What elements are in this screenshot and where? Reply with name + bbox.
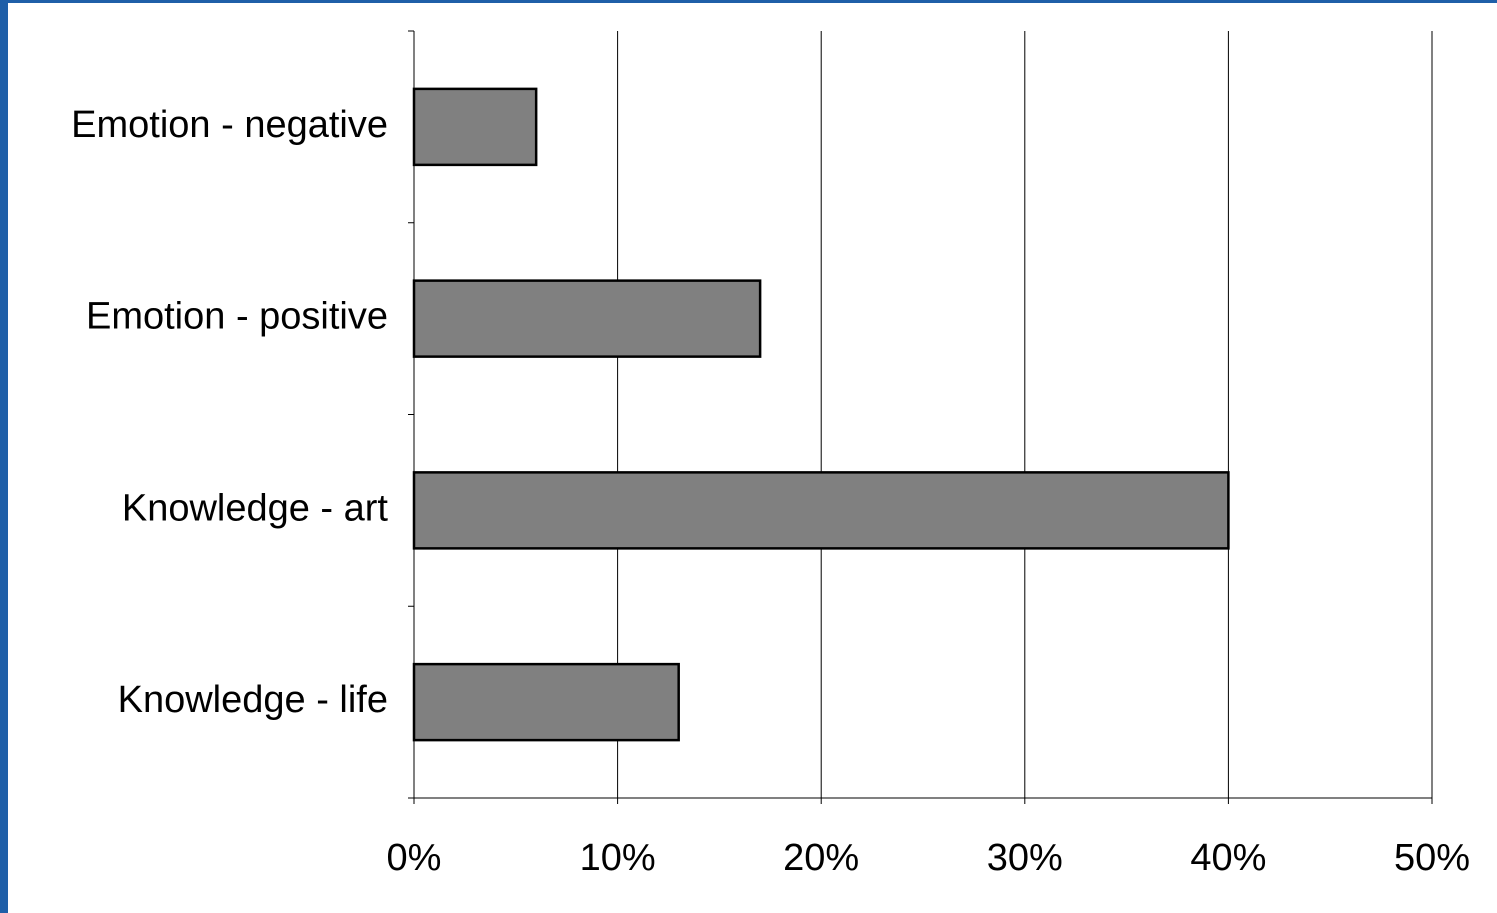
bars [412, 87, 1230, 742]
x-tick-labels: 0% 10% 20% 30% 40% 50% [387, 837, 1470, 879]
category-label: Emotion - negative [71, 104, 388, 146]
x-tick-label: 20% [783, 837, 859, 879]
category-label: Emotion - positive [86, 296, 388, 338]
bar [412, 471, 1230, 550]
bar [412, 662, 680, 742]
x-tick-label: 10% [580, 837, 656, 879]
x-tick-label: 40% [1190, 837, 1266, 879]
gridlines [617, 31, 1433, 798]
x-tick-label: 50% [1394, 837, 1470, 879]
category-labels: Emotion - negative Emotion - positive Know… [71, 104, 388, 721]
category-label: Knowledge - art [122, 487, 389, 529]
category-label: Knowledge - life [118, 679, 388, 721]
bar [412, 87, 538, 167]
x-tick-label: 30% [987, 837, 1063, 879]
bar [412, 279, 762, 358]
x-tick-label: 0% [387, 837, 442, 879]
